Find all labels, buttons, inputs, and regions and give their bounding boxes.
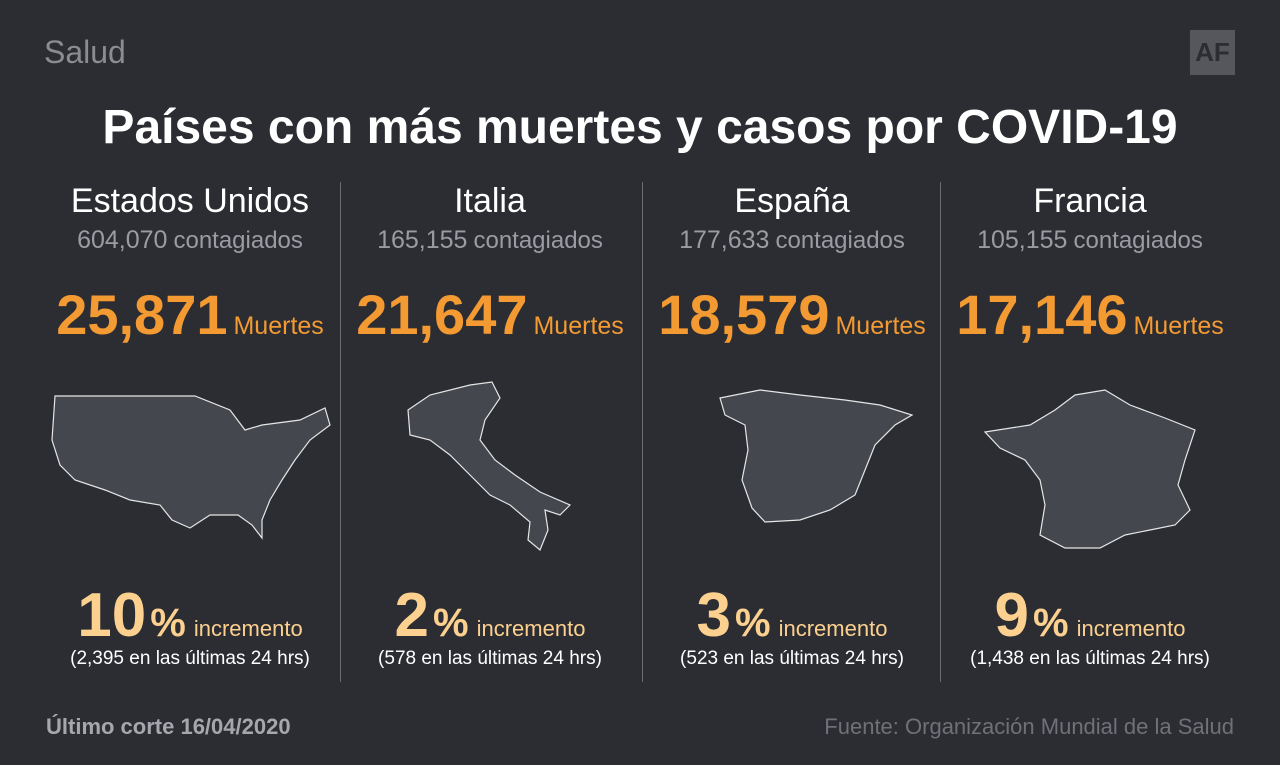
country-column: Estados Unidos 604,070 contagiados 25,871 Mu… [40, 182, 340, 669]
logo: AF [1190, 30, 1235, 75]
deaths-label: Muertes [835, 312, 926, 340]
increment-value: 9 [994, 581, 1030, 650]
country-name: Estados Unidos [70, 182, 310, 220]
country-name: Francia [1033, 182, 1147, 220]
cases-row: 604,070 contagiados [40, 226, 340, 276]
cases-value: 165,155 [377, 226, 468, 254]
increment-row: 9% incremento [940, 580, 1240, 651]
map-spain [719, 389, 914, 523]
increment-label: incremento [476, 616, 586, 641]
increment-row: 10% incremento [40, 580, 340, 651]
increment-detail: (523 en las últimas 24 hrs) [680, 648, 904, 669]
divider [940, 182, 941, 682]
deaths-label: Muertes [233, 312, 324, 340]
section-label: Salud [44, 34, 126, 70]
deaths-value: 18,579 [658, 283, 830, 346]
map-france [983, 389, 1196, 549]
increment-unit: % [735, 601, 771, 645]
increment-value: 3 [696, 581, 732, 650]
increment-value: 10 [77, 581, 147, 650]
increment-detail: (1,438 en las últimas 24 hrs) [970, 648, 1210, 669]
cases-label: contagiados [173, 227, 303, 254]
increment-label: incremento [193, 616, 303, 641]
increment-detail: (578 en las últimas 24 hrs) [378, 648, 602, 669]
increment-unit: % [150, 601, 186, 645]
map-usa [51, 395, 331, 540]
source: Fuente: Organización Mundial de la Salud [824, 714, 1234, 739]
deaths-value: 17,146 [956, 283, 1128, 346]
cases-row: 177,633 contagiados [642, 226, 942, 276]
deaths-label: Muertes [533, 312, 624, 340]
deaths-row: 21,647 Muertes [340, 282, 640, 347]
country-column: Italia 165,155 contagiados 21,647 Muertes 2% i… [340, 182, 640, 669]
cases-value: 177,633 [679, 226, 770, 254]
cases-row: 105,155 contagiados [940, 226, 1240, 276]
date: Último corte 16/04/2020 [46, 714, 291, 739]
country-column: España 177,633 contagiados 18,579 Muertes 3% i… [642, 182, 942, 669]
cases-label: contagiados [775, 227, 905, 254]
increment-row: 3% incremento [642, 580, 942, 651]
increment-unit: % [1033, 601, 1069, 645]
increment-label: incremento [1076, 616, 1186, 641]
deaths-value: 21,647 [356, 283, 528, 346]
country-name: Italia [454, 182, 526, 220]
increment-row: 2% incremento [340, 580, 640, 651]
increment-unit: % [433, 601, 469, 645]
deaths-value: 25,871 [56, 283, 228, 346]
country-column: Francia 105,155 contagiados 17,146 Muertes 9%… [940, 182, 1240, 669]
divider [642, 182, 643, 682]
cases-label: contagiados [473, 227, 603, 254]
cases-value: 105,155 [977, 226, 1068, 254]
deaths-row: 25,871 Muertes [40, 282, 340, 347]
deaths-row: 18,579 Muertes [642, 282, 942, 347]
increment-value: 2 [394, 581, 430, 650]
deaths-row: 17,146 Muertes [940, 282, 1240, 347]
title: Países con más muertes y casos por COVID… [102, 101, 1178, 154]
divider [340, 182, 341, 682]
cases-value: 604,070 [77, 226, 168, 254]
map-italy [407, 381, 572, 551]
deaths-label: Muertes [1133, 312, 1224, 340]
country-name: España [734, 182, 850, 220]
increment-label: incremento [778, 616, 888, 641]
cases-label: contagiados [1073, 227, 1203, 254]
cases-row: 165,155 contagiados [340, 226, 640, 276]
increment-detail: (2,395 en las últimas 24 hrs) [70, 648, 310, 669]
